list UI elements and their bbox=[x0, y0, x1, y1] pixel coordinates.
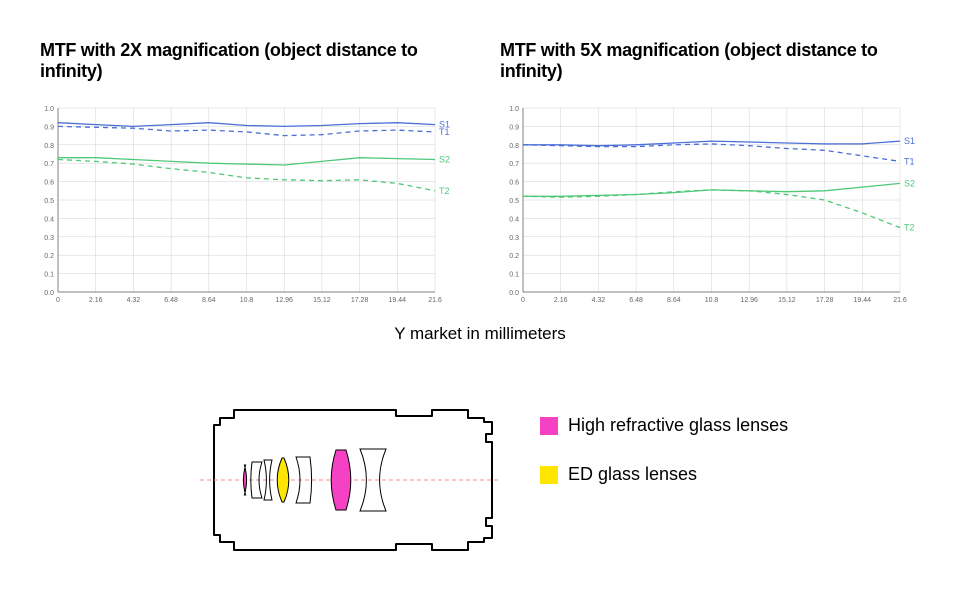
mtf-chart-2x: 0.0 0.1 0.2 0.3 0.4 0.5 0.6 0.7 0.8 0.9 1.0 0 2.16 4.… bbox=[30, 100, 465, 310]
svg-text:0.4: 0.4 bbox=[509, 216, 519, 223]
svg-text:T1: T1 bbox=[439, 127, 450, 137]
svg-text:17.28: 17.28 bbox=[816, 297, 834, 304]
svg-text:0.9: 0.9 bbox=[44, 124, 54, 131]
legend-label: ED glass lenses bbox=[568, 464, 697, 485]
svg-text:1.0: 1.0 bbox=[44, 106, 54, 113]
svg-text:15.12: 15.12 bbox=[778, 297, 796, 304]
svg-text:T2: T2 bbox=[439, 186, 450, 196]
svg-text:4.32: 4.32 bbox=[592, 297, 606, 304]
svg-text:1.0: 1.0 bbox=[509, 106, 519, 113]
svg-text:S2: S2 bbox=[439, 155, 450, 165]
svg-text:21.6: 21.6 bbox=[428, 297, 442, 304]
svg-text:0.7: 0.7 bbox=[509, 161, 519, 168]
svg-text:4.32: 4.32 bbox=[127, 297, 141, 304]
svg-text:2.16: 2.16 bbox=[89, 297, 103, 304]
svg-text:0.6: 0.6 bbox=[44, 180, 54, 187]
charts-row: 0.0 0.1 0.2 0.3 0.4 0.5 0.6 0.7 0.8 0.9 1.0 0 2.16 4.… bbox=[0, 100, 960, 310]
lens-diagram bbox=[200, 390, 520, 570]
svg-text:0.3: 0.3 bbox=[44, 235, 54, 242]
svg-text:0.2: 0.2 bbox=[509, 253, 519, 260]
svg-text:S2: S2 bbox=[904, 178, 915, 188]
svg-text:S1: S1 bbox=[904, 136, 915, 146]
svg-text:0.8: 0.8 bbox=[44, 143, 54, 150]
svg-text:0.6: 0.6 bbox=[509, 180, 519, 187]
svg-text:17.28: 17.28 bbox=[351, 297, 369, 304]
svg-text:0.0: 0.0 bbox=[509, 290, 519, 297]
svg-text:0.1: 0.1 bbox=[44, 272, 54, 279]
svg-text:0: 0 bbox=[521, 297, 525, 304]
svg-text:0.8: 0.8 bbox=[509, 143, 519, 150]
svg-text:2.16: 2.16 bbox=[554, 297, 568, 304]
legend-label: High refractive glass lenses bbox=[568, 415, 788, 436]
svg-text:T1: T1 bbox=[904, 156, 915, 166]
legend-swatch-high-refractive bbox=[540, 417, 558, 435]
legend-swatch-ed-glass bbox=[540, 466, 558, 484]
svg-text:6.48: 6.48 bbox=[629, 297, 643, 304]
svg-text:8.64: 8.64 bbox=[202, 297, 216, 304]
svg-text:0.5: 0.5 bbox=[44, 198, 54, 205]
titles-row: MTF with 2X magnification (object distan… bbox=[0, 0, 960, 92]
axis-caption: Y market in millimeters bbox=[0, 324, 960, 344]
svg-text:0: 0 bbox=[56, 297, 60, 304]
svg-text:19.44: 19.44 bbox=[389, 297, 407, 304]
svg-text:15.12: 15.12 bbox=[313, 297, 331, 304]
svg-text:6.48: 6.48 bbox=[164, 297, 178, 304]
svg-text:0.2: 0.2 bbox=[44, 253, 54, 260]
svg-text:8.64: 8.64 bbox=[667, 297, 681, 304]
svg-text:0.7: 0.7 bbox=[44, 161, 54, 168]
mtf-chart-5x: 0.0 0.1 0.2 0.3 0.4 0.5 0.6 0.7 0.8 0.9 1.0 0 2.16 4.… bbox=[495, 100, 930, 310]
svg-text:0.1: 0.1 bbox=[509, 272, 519, 279]
chart-title-right: MTF with 5X magnification (object distan… bbox=[500, 40, 940, 82]
svg-text:0.9: 0.9 bbox=[509, 124, 519, 131]
svg-text:0.5: 0.5 bbox=[509, 198, 519, 205]
svg-text:10.8: 10.8 bbox=[705, 297, 719, 304]
legend: High refractive glass lenses ED glass le… bbox=[540, 415, 788, 513]
svg-text:T2: T2 bbox=[904, 223, 915, 233]
svg-text:0.4: 0.4 bbox=[44, 216, 54, 223]
chart-title-left: MTF with 2X magnification (object distan… bbox=[40, 40, 480, 82]
svg-text:19.44: 19.44 bbox=[854, 297, 872, 304]
svg-text:10.8: 10.8 bbox=[240, 297, 254, 304]
svg-text:12.96: 12.96 bbox=[275, 297, 293, 304]
svg-text:0.0: 0.0 bbox=[44, 290, 54, 297]
legend-item-ed-glass: ED glass lenses bbox=[540, 464, 788, 485]
svg-text:21.6: 21.6 bbox=[893, 297, 907, 304]
svg-text:12.96: 12.96 bbox=[740, 297, 758, 304]
legend-item-high-refractive: High refractive glass lenses bbox=[540, 415, 788, 436]
svg-text:0.3: 0.3 bbox=[509, 235, 519, 242]
